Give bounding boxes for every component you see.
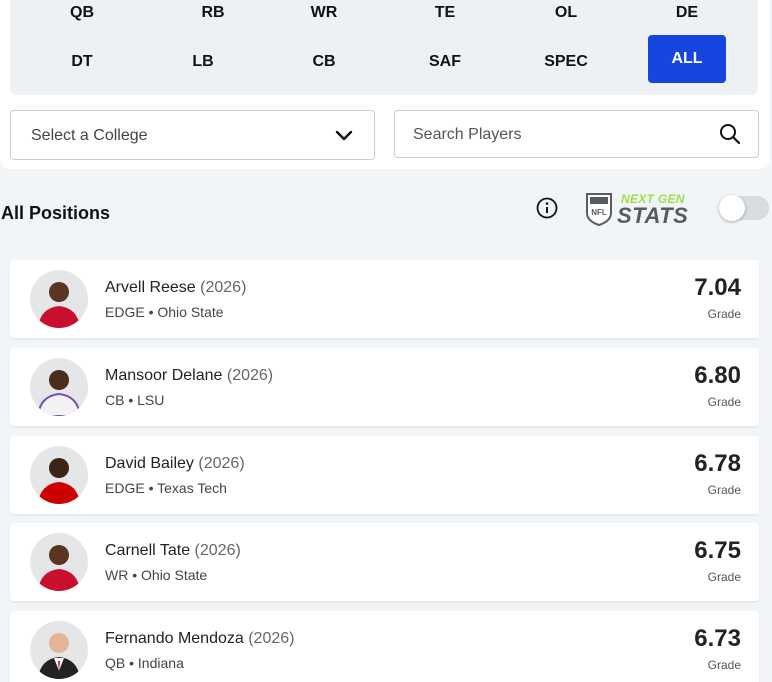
position-button-dt[interactable]: DT bbox=[71, 53, 93, 70]
player-meta: WR • Ohio State bbox=[105, 567, 208, 583]
player-position: EDGE bbox=[105, 480, 145, 496]
nfl-shield-icon: NFL bbox=[586, 193, 612, 226]
player-avatar bbox=[30, 621, 88, 679]
position-button-spec[interactable]: SPEC bbox=[544, 53, 588, 70]
toggle-knob[interactable] bbox=[719, 195, 745, 221]
player-avatar bbox=[30, 358, 88, 416]
player-school: Ohio State bbox=[157, 304, 224, 320]
player-name[interactable]: Mansoor Delane bbox=[105, 367, 223, 384]
ngs-shield-text: NFL bbox=[591, 208, 607, 217]
player-grade: 6.80 bbox=[694, 362, 741, 389]
position-filter-grid: QB RB WR TE OL DE DT LB CB SAF SPEC ALL bbox=[10, 0, 758, 95]
player-avatar bbox=[30, 446, 88, 504]
player-meta: EDGE • Ohio State bbox=[105, 304, 224, 320]
info-icon[interactable] bbox=[536, 197, 558, 219]
player-name-line: David Bailey (2026) bbox=[105, 455, 245, 473]
player-year: (2026) bbox=[200, 279, 247, 296]
player-grade: 7.04 bbox=[694, 274, 741, 301]
player-name[interactable]: Arvell Reese bbox=[105, 279, 196, 296]
grade-label: Grade bbox=[707, 483, 741, 497]
search-input[interactable] bbox=[413, 123, 703, 147]
search-icon[interactable] bbox=[718, 122, 742, 146]
position-button-rb[interactable]: RB bbox=[201, 4, 225, 21]
player-school: Indiana bbox=[137, 655, 184, 671]
player-card[interactable]: Fernando Mendoza (2026) QB • Indiana 6.7… bbox=[10, 611, 759, 682]
position-button-saf[interactable]: SAF bbox=[429, 53, 461, 70]
player-name-line: Arvell Reese (2026) bbox=[105, 279, 246, 297]
player-school: LSU bbox=[137, 392, 165, 408]
player-avatar bbox=[30, 533, 88, 591]
position-button-cb[interactable]: CB bbox=[312, 53, 336, 70]
position-button-lb[interactable]: LB bbox=[192, 53, 214, 70]
player-position: QB bbox=[105, 655, 126, 671]
filter-panel: QB RB WR TE OL DE DT LB CB SAF SPEC ALL … bbox=[0, 0, 770, 169]
player-year: (2026) bbox=[194, 542, 241, 559]
player-card[interactable]: Mansoor Delane (2026) CB • LSU 6.80 Grad… bbox=[10, 348, 759, 426]
next-gen-stats-toggle[interactable] bbox=[719, 195, 769, 221]
player-grade: 6.78 bbox=[694, 450, 741, 477]
grade-label: Grade bbox=[707, 570, 741, 584]
section-title: All Positions bbox=[1, 203, 111, 223]
position-button-wr[interactable]: WR bbox=[310, 4, 338, 21]
player-name-line: Fernando Mendoza (2026) bbox=[105, 630, 294, 648]
player-card[interactable]: Arvell Reese (2026) EDGE • Ohio State 7.… bbox=[10, 260, 759, 338]
player-year: (2026) bbox=[226, 367, 274, 384]
position-button-te[interactable]: TE bbox=[434, 4, 456, 21]
search-field[interactable] bbox=[394, 110, 759, 158]
ngs-next-text: NEXT GEN bbox=[621, 192, 685, 206]
player-name-line: Carnell Tate (2026) bbox=[105, 542, 241, 560]
player-card[interactable]: David Bailey (2026) EDGE • Texas Tech 6.… bbox=[10, 436, 759, 514]
player-grade: 6.73 bbox=[694, 625, 741, 652]
grade-label: Grade bbox=[707, 307, 741, 321]
player-avatar bbox=[30, 270, 88, 328]
ngs-stats-text: STATS bbox=[617, 203, 689, 228]
player-school: Texas Tech bbox=[157, 480, 227, 496]
college-select-label: Select a College bbox=[31, 127, 148, 144]
position-button-all[interactable]: ALL bbox=[648, 35, 726, 83]
grade-label: Grade bbox=[707, 395, 741, 409]
player-year: (2026) bbox=[248, 630, 295, 647]
player-card[interactable]: Carnell Tate (2026) WR • Ohio State 6.75… bbox=[10, 523, 759, 601]
player-position: WR bbox=[105, 567, 129, 583]
player-name[interactable]: Fernando Mendoza bbox=[105, 630, 244, 647]
player-position: EDGE bbox=[105, 304, 145, 320]
player-meta: EDGE • Texas Tech bbox=[105, 480, 227, 496]
player-meta: CB • LSU bbox=[105, 392, 165, 408]
player-name[interactable]: David Bailey bbox=[105, 455, 194, 472]
grade-label: Grade bbox=[707, 658, 741, 672]
college-select[interactable]: Select a College bbox=[10, 110, 375, 160]
player-year: (2026) bbox=[198, 455, 245, 472]
chevron-down-icon bbox=[335, 130, 353, 141]
position-button-de[interactable]: DE bbox=[675, 4, 699, 21]
position-button-qb[interactable]: QB bbox=[70, 4, 94, 21]
player-name-line: Mansoor Delane (2026) bbox=[105, 367, 273, 385]
player-name[interactable]: Carnell Tate bbox=[105, 542, 191, 559]
player-position: CB bbox=[105, 392, 125, 408]
player-grade: 6.75 bbox=[694, 537, 741, 564]
position-button-ol[interactable]: OL bbox=[554, 4, 578, 21]
player-school: Ohio State bbox=[141, 567, 208, 583]
next-gen-stats-logo: NFL NEXT GEN STATS bbox=[585, 190, 703, 228]
player-meta: QB • Indiana bbox=[105, 655, 184, 671]
